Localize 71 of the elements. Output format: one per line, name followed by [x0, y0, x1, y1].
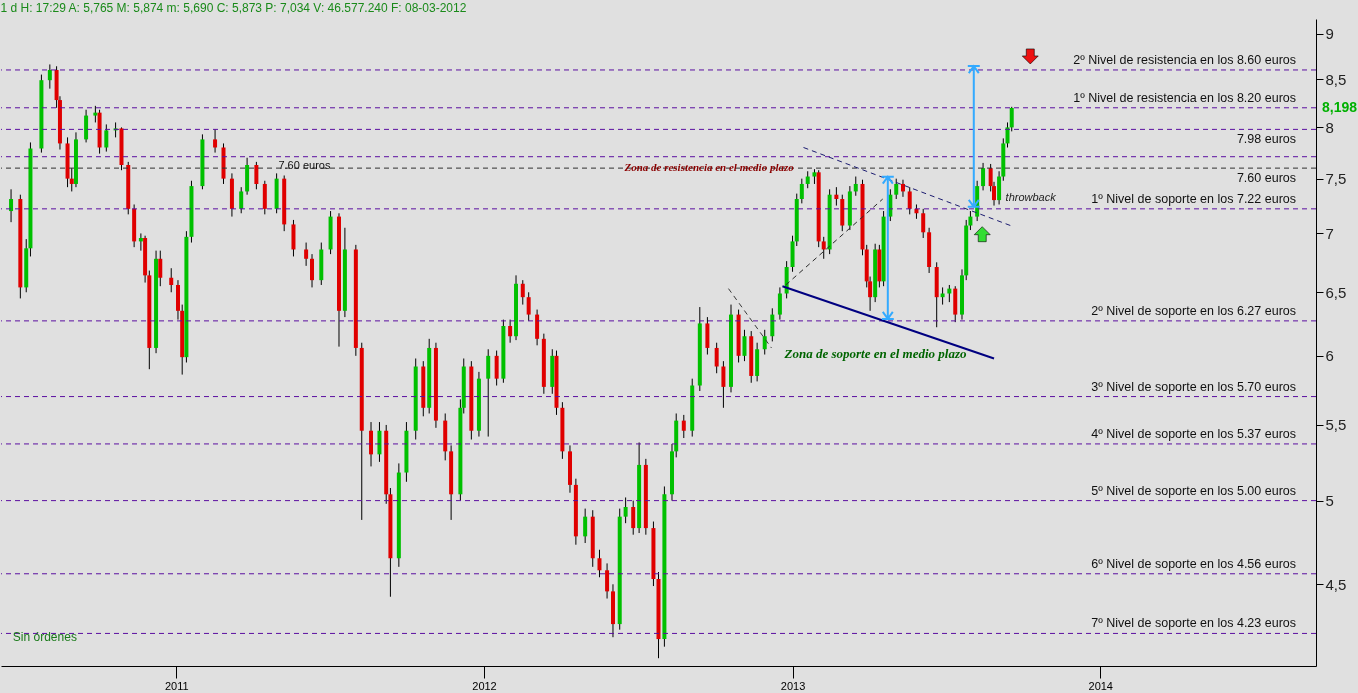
candlestick [605, 562, 610, 600]
ref-line-label: 2º Nivel de resistencia en los 8.60 euros [1073, 52, 1296, 67]
candlestick [799, 178, 804, 204]
candlestick [310, 253, 315, 288]
candlestick [486, 348, 491, 438]
candlestick [777, 286, 782, 321]
ref-line-label: 7.98 euros [1236, 132, 1296, 147]
candlestick [714, 342, 719, 374]
ref-line-label: 5º Nivel de soporte en los 5.00 euros [1091, 483, 1296, 498]
candlestick [894, 178, 899, 200]
annotation: 7.60 euros [278, 159, 331, 172]
candlestick [981, 162, 986, 191]
candlestick [169, 267, 174, 293]
y-tick-label: 5,5 [1325, 416, 1347, 434]
candlestick [494, 350, 499, 387]
candlestick [9, 188, 14, 223]
candlestick [721, 360, 726, 409]
candlestick [304, 242, 309, 267]
y-tick-label: 6,5 [1325, 283, 1347, 301]
ref-line-label: 1º Nivel de soporte en los 7.22 euros [1091, 191, 1296, 206]
ref-line-label: 7º Nivel de soporte en los 4.23 euros [1091, 616, 1296, 631]
x-tick-label: 2012 [472, 679, 497, 692]
candlestick [631, 500, 636, 536]
candlestick [254, 161, 259, 190]
annotation: Zona de soporte en el medio plazo [783, 346, 967, 362]
candlestick [623, 496, 628, 524]
x-tick-label: 2014 [1088, 679, 1113, 692]
y-tick-label: 7 [1325, 224, 1334, 242]
candlestick [583, 508, 588, 544]
ref-line-label: 2º Nivel de soporte en los 6.27 euros [1091, 303, 1296, 318]
x-tick-label: 2011 [164, 679, 189, 692]
candlestick [520, 279, 525, 306]
candlestick [526, 291, 531, 322]
y-tick-label: 7,5 [1325, 170, 1347, 188]
y-tick-label: 8,5 [1325, 70, 1347, 88]
candlestick [900, 179, 905, 198]
candlestick [239, 186, 244, 214]
candlestick [821, 236, 826, 260]
candlestick [158, 250, 163, 287]
candlestick [907, 186, 912, 215]
x-tick-label: 2013 [780, 679, 806, 692]
annotation: Zona de resistencia en el medio plazo [623, 161, 795, 174]
candlestick [762, 329, 767, 356]
ref-line-label: 1º Nivel de resistencia en los 8.20 euros [1073, 90, 1296, 105]
candlestick [597, 549, 602, 578]
candlestick [770, 307, 775, 342]
y-tick-label: 6 [1325, 347, 1334, 365]
annotation: throwback [1005, 191, 1057, 204]
candlestick [213, 128, 218, 154]
text: 8,198 [1322, 98, 1358, 115]
candlestick [508, 319, 513, 344]
y-tick-label: 4,5 [1325, 575, 1347, 593]
y-tick-label: 9 [1325, 25, 1334, 43]
candlestick [369, 421, 374, 467]
candlestick [921, 208, 926, 239]
candlestick [834, 186, 839, 207]
ref-line-label: 4º Nivel de soporte en los 5.37 euros [1091, 426, 1296, 441]
ref-line-label: 3º Nivel de soporte en los 5.70 euros [1091, 379, 1296, 394]
candlestick [47, 63, 52, 90]
y-tick-label: 8 [1325, 118, 1334, 136]
ref-line-label: 6º Nivel de soporte en los 4.56 euros [1091, 556, 1296, 571]
candlestick [681, 414, 686, 439]
candlestick [104, 123, 109, 153]
annotation: Sin órdenes [12, 629, 77, 644]
candlestick [853, 176, 858, 197]
candlestick [377, 421, 382, 463]
candlestick [84, 109, 89, 143]
ref-line-label: 7.60 euros [1236, 171, 1296, 186]
y-tick-label: 5 [1325, 492, 1334, 510]
chart-title: 1 d H: 17:29 A: 5,765 M: 5,874 m: 5,690 C: 5,873 P: 7,034 V: 46.577.240 F: 08-03-2012 [0, 1, 467, 15]
candlestick [742, 329, 747, 362]
